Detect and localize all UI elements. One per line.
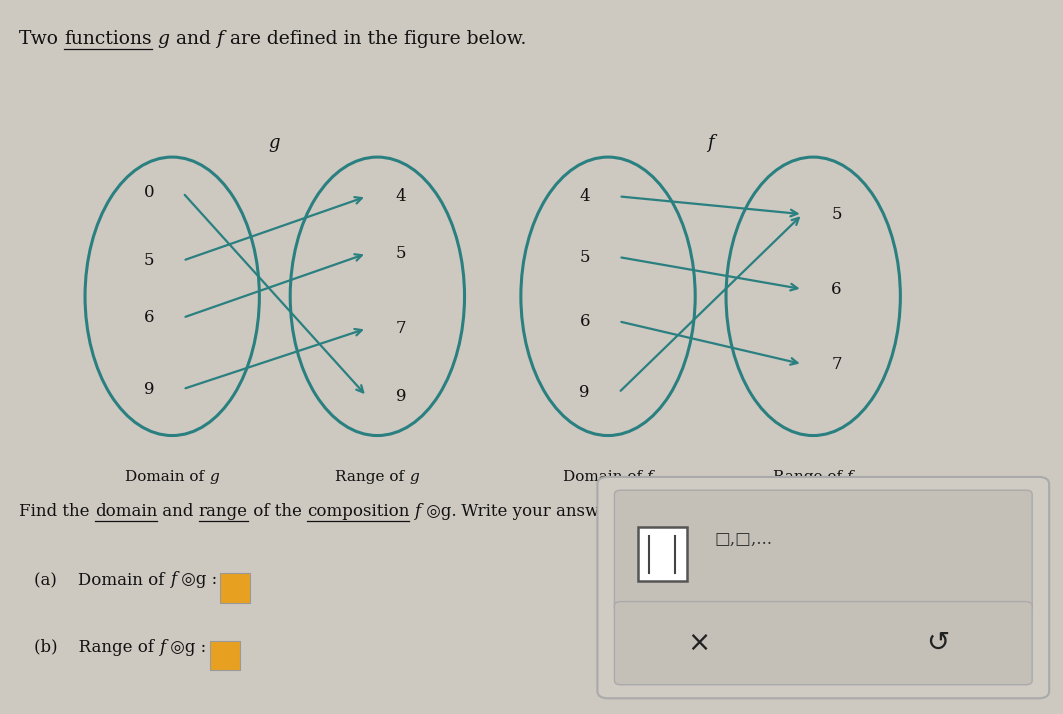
Text: f: f — [170, 571, 175, 588]
Text: g: g — [409, 470, 419, 484]
Text: 7: 7 — [831, 356, 842, 373]
FancyBboxPatch shape — [638, 527, 687, 581]
Text: domain: domain — [95, 503, 157, 521]
FancyBboxPatch shape — [614, 602, 1032, 685]
Text: (a)    Domain of: (a) Domain of — [34, 571, 170, 588]
Text: 5: 5 — [579, 248, 590, 266]
Text: f: f — [847, 470, 853, 484]
Text: functions: functions — [64, 30, 152, 48]
Text: 5: 5 — [831, 206, 842, 223]
FancyBboxPatch shape — [614, 490, 1032, 613]
FancyBboxPatch shape — [597, 477, 1049, 698]
Text: (b)    Range of: (b) Range of — [34, 639, 159, 656]
Text: f: f — [707, 134, 713, 152]
Text: 9: 9 — [579, 384, 590, 401]
Text: 4: 4 — [395, 188, 406, 205]
Text: f: f — [415, 503, 421, 521]
Text: 4: 4 — [579, 188, 590, 205]
FancyBboxPatch shape — [209, 641, 239, 670]
Text: ◎g.: ◎g. — [421, 503, 456, 521]
Text: □,□,...: □,□,... — [714, 531, 773, 548]
Text: of the: of the — [248, 503, 307, 521]
Text: ◎g :: ◎g : — [175, 571, 222, 588]
Text: g: g — [157, 30, 170, 48]
Text: are defined in the figure below.: are defined in the figure below. — [223, 30, 526, 48]
Text: Range of: Range of — [774, 470, 847, 484]
Text: g: g — [209, 470, 219, 484]
Text: and: and — [170, 30, 217, 48]
Text: f: f — [647, 470, 653, 484]
Text: 6: 6 — [831, 281, 842, 298]
Text: and: and — [157, 503, 199, 521]
Text: 7: 7 — [395, 320, 406, 337]
Text: g: g — [269, 134, 280, 152]
Text: Domain of: Domain of — [125, 470, 209, 484]
Text: Find the: Find the — [19, 503, 95, 521]
Text: Domain of: Domain of — [563, 470, 647, 484]
Text: Write your answers in set notation.: Write your answers in set notation. — [456, 503, 758, 521]
Text: 5: 5 — [395, 245, 406, 262]
Text: 9: 9 — [144, 381, 154, 398]
Text: range: range — [199, 503, 248, 521]
Text: ×: × — [687, 629, 710, 657]
Text: 6: 6 — [144, 309, 154, 326]
Text: Range of: Range of — [336, 470, 409, 484]
Text: 0: 0 — [144, 184, 154, 201]
Text: 6: 6 — [579, 313, 590, 330]
Text: ↺: ↺ — [926, 629, 949, 657]
Text: 9: 9 — [395, 388, 406, 405]
Text: composition: composition — [307, 503, 409, 521]
Text: f: f — [159, 639, 166, 656]
Text: 5: 5 — [144, 252, 154, 269]
Text: f: f — [217, 30, 223, 48]
Text: ◎g :: ◎g : — [166, 639, 212, 656]
FancyBboxPatch shape — [220, 573, 250, 603]
Text: Two: Two — [19, 30, 64, 48]
